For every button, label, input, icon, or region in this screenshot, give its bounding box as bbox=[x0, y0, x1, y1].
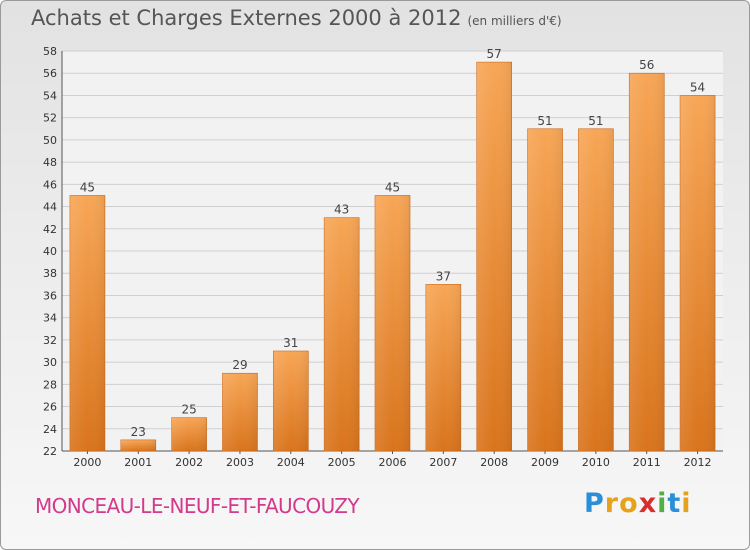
bar-shade bbox=[578, 128, 614, 451]
logo-letter: P bbox=[584, 488, 605, 519]
logo-letter: o bbox=[619, 488, 639, 519]
bar-value-label: 23 bbox=[131, 425, 146, 439]
bar-shade bbox=[171, 417, 207, 451]
x-tick-label: 2005 bbox=[328, 456, 356, 469]
bar-value-label: 45 bbox=[385, 180, 400, 194]
logo-letter: r bbox=[604, 488, 620, 519]
proxiti-logo: Proxiti bbox=[584, 488, 692, 519]
y-tick-label: 48 bbox=[43, 156, 57, 169]
y-tick-label: 28 bbox=[43, 378, 57, 391]
y-tick-label: 44 bbox=[43, 201, 57, 214]
logo-letter: i bbox=[657, 488, 668, 519]
x-tick-label: 2007 bbox=[429, 456, 457, 469]
x-tick-label: 2004 bbox=[277, 456, 305, 469]
y-tick-label: 56 bbox=[43, 67, 57, 80]
bar-value-label: 51 bbox=[537, 114, 552, 128]
x-tick-label: 2012 bbox=[684, 456, 712, 469]
y-tick-label: 26 bbox=[43, 401, 57, 414]
x-tick-label: 2002 bbox=[175, 456, 203, 469]
bar-value-label: 56 bbox=[639, 58, 654, 72]
x-tick-label: 2010 bbox=[582, 456, 610, 469]
y-tick-label: 24 bbox=[43, 423, 57, 436]
bar-shade bbox=[273, 351, 309, 451]
bar-shade bbox=[69, 195, 105, 451]
bar-value-label: 29 bbox=[232, 358, 247, 372]
chart-title: Achats et Charges Externes 2000 à 2012 (e… bbox=[31, 6, 562, 30]
bar-shade bbox=[425, 284, 461, 451]
y-tick-label: 40 bbox=[43, 245, 57, 258]
y-tick-label: 42 bbox=[43, 223, 57, 236]
y-tick-label: 34 bbox=[43, 312, 57, 325]
y-tick-label: 58 bbox=[43, 45, 57, 58]
bar-shade bbox=[680, 95, 716, 451]
y-tick-label: 22 bbox=[43, 445, 57, 458]
logo-letter: x bbox=[638, 488, 658, 519]
chart-subtitle: (en milliers d'€) bbox=[467, 14, 562, 28]
y-tick-label: 46 bbox=[43, 178, 57, 191]
logo-letter: i bbox=[681, 488, 692, 519]
x-tick-label: 2006 bbox=[379, 456, 407, 469]
bar-value-label: 43 bbox=[334, 203, 349, 217]
bar-shade bbox=[222, 373, 258, 451]
bar-value-label: 57 bbox=[487, 47, 502, 61]
y-tick-label: 50 bbox=[43, 134, 57, 147]
bar-value-label: 25 bbox=[181, 403, 196, 417]
location-name: MONCEAU-LE-NEUF-ET-FAUCOUZY bbox=[35, 494, 360, 518]
bar-shade bbox=[629, 73, 665, 451]
bar-shade bbox=[375, 195, 410, 451]
bar-value-label: 37 bbox=[436, 269, 451, 283]
y-tick-label: 30 bbox=[43, 356, 57, 369]
x-tick-label: 2008 bbox=[480, 456, 508, 469]
y-tick-label: 54 bbox=[43, 89, 57, 102]
bar-shade bbox=[120, 439, 156, 451]
bar-shade bbox=[324, 217, 360, 451]
y-tick-label: 38 bbox=[43, 267, 57, 280]
x-tick-label: 2011 bbox=[633, 456, 661, 469]
x-tick-label: 2009 bbox=[531, 456, 559, 469]
y-tick-label: 52 bbox=[43, 112, 57, 125]
bar-value-label: 31 bbox=[283, 336, 298, 350]
x-tick-label: 2001 bbox=[124, 456, 152, 469]
bar-shade bbox=[527, 128, 563, 451]
bar-value-label: 51 bbox=[588, 114, 603, 128]
logo-letter: t bbox=[667, 488, 682, 519]
y-tick-label: 36 bbox=[43, 289, 57, 302]
bar-value-label: 54 bbox=[690, 80, 705, 94]
y-tick-label: 32 bbox=[43, 334, 57, 347]
bar-shade bbox=[476, 62, 512, 451]
bar-value-label: 45 bbox=[80, 180, 95, 194]
x-tick-label: 2000 bbox=[73, 456, 101, 469]
chart-title-text: Achats et Charges Externes 2000 à 2012 bbox=[31, 6, 462, 30]
x-tick-label: 2003 bbox=[226, 456, 254, 469]
